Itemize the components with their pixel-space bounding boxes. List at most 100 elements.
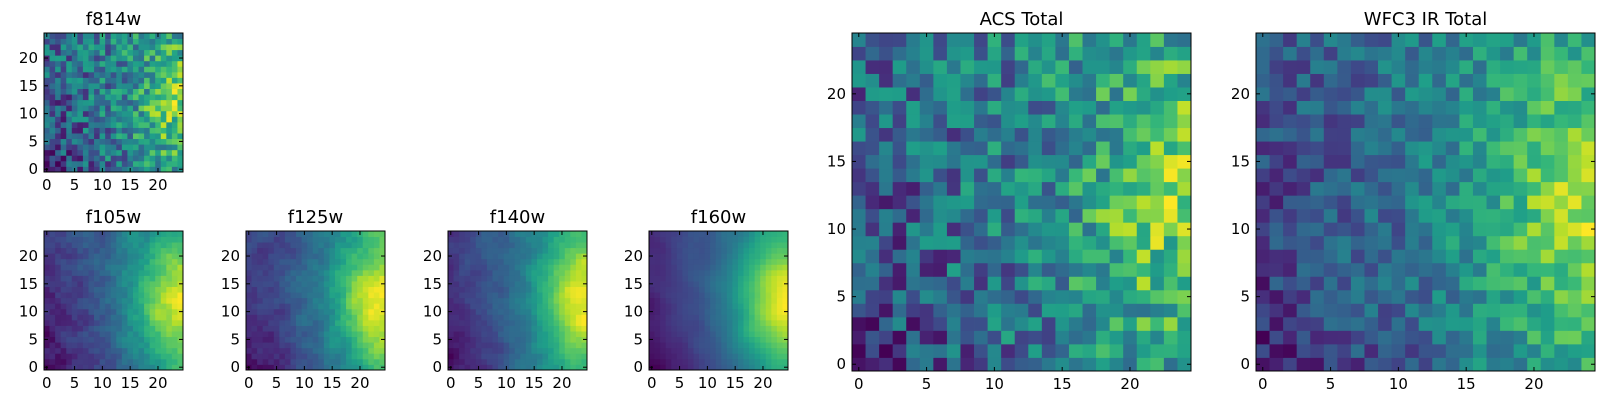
heatmap-cell [144, 342, 151, 349]
heatmap-cell [732, 281, 739, 287]
heatmap-cell [852, 262, 866, 277]
heatmap-cell [682, 347, 689, 354]
heatmap-cell [155, 71, 162, 78]
heatmap-cell [492, 319, 499, 326]
heatmap-cell [771, 353, 778, 360]
heatmap-cell [531, 314, 538, 321]
heatmap-cell [1405, 33, 1420, 47]
heatmap-cell [166, 38, 173, 45]
heatmap-cell [776, 353, 783, 360]
heatmap-cell [687, 303, 694, 310]
heatmap-cell [44, 77, 50, 84]
heatmap-cell [44, 116, 50, 123]
heatmap-cell [357, 347, 364, 354]
heatmap-cell [1459, 60, 1474, 74]
heatmap-cell [99, 105, 106, 112]
heatmap-cell [171, 38, 178, 45]
heatmap-cell [1567, 114, 1582, 129]
heatmap-cell [879, 33, 894, 47]
heatmap-cell [88, 292, 95, 299]
heatmap-cell [464, 264, 471, 271]
heatmap-cell [754, 236, 761, 243]
panel-title: WFC3 IR Total [1364, 9, 1487, 30]
heatmap-cell [464, 353, 471, 360]
heatmap-cell [82, 138, 89, 145]
heatmap-cell [138, 331, 145, 338]
heatmap-cell [301, 258, 308, 265]
heatmap-cell [1001, 276, 1016, 291]
y-tick-label: 0 [230, 358, 240, 376]
heatmap-cell [660, 347, 667, 354]
heatmap-cell [687, 231, 694, 237]
heatmap-cell [1554, 33, 1569, 47]
y-tick-label: 15 [827, 152, 846, 170]
heatmap-cell [171, 99, 178, 106]
heatmap-cell [127, 94, 134, 101]
heatmap-cell [1150, 222, 1165, 237]
heatmap-cell [49, 88, 56, 95]
heatmap-cell [1378, 100, 1392, 115]
heatmap-cell [171, 281, 178, 287]
heatmap-cell [693, 236, 700, 243]
heatmap-cell [687, 297, 694, 304]
heatmap-cell [257, 297, 264, 304]
heatmap-cell [177, 292, 184, 299]
heatmap-cell [55, 308, 62, 315]
heatmap-cell [323, 247, 330, 254]
heatmap-cell [542, 281, 549, 287]
heatmap-cell [1445, 235, 1460, 250]
heatmap-cell [726, 364, 733, 371]
heatmap-cell [1472, 60, 1487, 74]
heatmap-cell [1337, 87, 1352, 101]
heatmap-cell [1136, 262, 1151, 277]
heatmap-cell [459, 347, 466, 354]
heatmap-cell [105, 160, 112, 167]
heatmap-cell [721, 342, 728, 349]
heatmap-cell [99, 292, 106, 299]
heatmap-cell [132, 133, 139, 140]
heatmap-cell [357, 353, 364, 360]
heatmap-cell [1418, 127, 1433, 142]
heatmap-cell [665, 353, 672, 360]
heatmap-cell [1445, 141, 1460, 156]
heatmap-cell [1082, 127, 1097, 142]
heatmap-cell [1001, 222, 1016, 237]
heatmap-cell [110, 336, 117, 343]
heatmap-cell [66, 231, 73, 237]
heatmap-cell [660, 342, 667, 349]
heatmap-cell [362, 247, 369, 254]
heatmap-cell [1028, 262, 1043, 277]
heatmap-cell [273, 286, 280, 293]
heatmap-cell [1136, 46, 1151, 61]
heatmap-cell [99, 236, 106, 243]
heatmap-cell [704, 336, 711, 343]
heatmap-cell [251, 331, 258, 338]
heatmap-cell [852, 330, 866, 345]
heatmap-cell [94, 99, 100, 106]
y-tick-label: 5 [28, 330, 38, 348]
heatmap-cell [1405, 316, 1420, 331]
heatmap-cell [1527, 208, 1542, 223]
heatmap-cell [1136, 100, 1151, 115]
heatmap-cell [307, 331, 314, 338]
heatmap-cell [1310, 60, 1325, 74]
heatmap-cell [138, 236, 145, 243]
heatmap-cell [726, 253, 733, 260]
heatmap-cell [149, 364, 156, 371]
heatmap-cell [749, 264, 756, 271]
heatmap-cell [654, 347, 661, 354]
heatmap-cell [166, 264, 173, 271]
heatmap-cell [960, 303, 975, 318]
heatmap-cell [144, 264, 151, 271]
heatmap-cell [1350, 235, 1365, 250]
heatmap-cell [351, 253, 358, 260]
heatmap-cell [470, 286, 477, 293]
heatmap-cell [301, 253, 308, 260]
heatmap-cell [1041, 181, 1056, 196]
heatmap-cell [906, 235, 921, 250]
heatmap-cell [960, 249, 975, 264]
heatmap-cell [749, 275, 756, 282]
heatmap-cell [171, 303, 178, 310]
heatmap-cell [1350, 33, 1365, 47]
heatmap-cell [94, 342, 100, 349]
